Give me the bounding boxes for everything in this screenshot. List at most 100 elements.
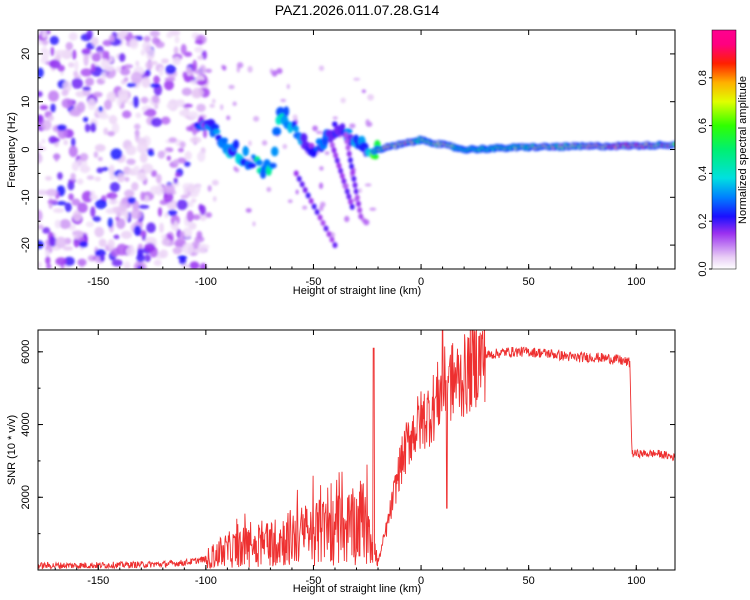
spectrogram-x-tick-label: -100 bbox=[195, 276, 217, 288]
spectrogram-noise-speck bbox=[38, 189, 48, 196]
spectrogram-noise-speck bbox=[79, 165, 91, 174]
spectrogram-ridge-blob bbox=[343, 132, 349, 139]
spectrogram-y-ticks: -20 -10 0 10 20 bbox=[20, 29, 675, 270]
spectrogram-noise-speck bbox=[92, 216, 102, 222]
spectrogram-noise-speck bbox=[118, 53, 126, 62]
spectrogram-noise-speck bbox=[109, 181, 121, 193]
spectrogram-noise-speck bbox=[176, 199, 188, 211]
spectrogram-noise-speck bbox=[97, 156, 103, 162]
spectrogram-ridge-blob bbox=[345, 144, 351, 151]
spectrogram-noise-speck bbox=[318, 65, 325, 72]
spectrogram-noise-speck bbox=[46, 263, 52, 269]
spectrogram-noise-speck bbox=[140, 49, 146, 56]
spectrogram-ridge-blob bbox=[293, 170, 299, 177]
spectrogram-noise-speck bbox=[111, 259, 123, 267]
spectrogram-noise-speck bbox=[171, 181, 180, 188]
spectrogram-ridge-blob bbox=[358, 213, 364, 220]
spectrogram-noise-speck bbox=[143, 35, 151, 43]
spectrogram-x-tick-label: 50 bbox=[523, 276, 535, 288]
spectrogram-noise-speck bbox=[85, 77, 95, 87]
spectrogram-noise-speck bbox=[68, 193, 74, 201]
spectrogram-noise-speck bbox=[158, 66, 164, 77]
spectrogram-noise-speck bbox=[155, 41, 165, 49]
spectrogram-noise-speck bbox=[87, 98, 96, 111]
spectrogram-noise-speck bbox=[92, 91, 103, 98]
spectrogram-heatmap bbox=[38, 30, 675, 269]
spectrogram-noise-speck bbox=[191, 198, 197, 203]
spectrogram-ridge-blob bbox=[344, 138, 350, 145]
spectrogram-x-tick-label: 0 bbox=[418, 276, 424, 288]
spectrogram-noise-speck bbox=[161, 58, 169, 64]
spectrogram-ridge-blob bbox=[283, 106, 290, 117]
spectrogram-noise-speck bbox=[205, 68, 212, 74]
spectrogram-ridge-blob bbox=[323, 225, 329, 232]
spectrogram-noise-speck bbox=[180, 194, 189, 199]
spectrogram-noise-speck bbox=[179, 231, 185, 239]
spectrogram-noise-speck bbox=[233, 166, 237, 171]
spectrogram-noise-speck bbox=[51, 137, 60, 143]
spectrogram-noise-speck bbox=[146, 222, 156, 234]
spectrogram-noise-speck bbox=[353, 77, 361, 81]
spectrogram-noise-speck bbox=[125, 246, 136, 257]
spectrogram-noise-speck bbox=[68, 32, 78, 41]
spectrogram-noise-speck bbox=[47, 199, 58, 204]
spectrogram-ridge-blob bbox=[331, 147, 337, 154]
spectrogram-noise-speck bbox=[147, 151, 155, 157]
spectrogram-noise-speck bbox=[79, 153, 89, 162]
spectrogram-noise-speck bbox=[86, 175, 95, 180]
snr-panel: -150 -100 -50 0 50 100 2000 4000 6000 Height of… bbox=[6, 329, 676, 595]
spectrogram-noise-speck bbox=[45, 249, 50, 257]
spectrogram-noise-speck bbox=[81, 190, 94, 203]
spectrogram-noise-speck bbox=[38, 153, 43, 164]
spectrogram-x-tick-label: -150 bbox=[87, 276, 109, 288]
spectrogram-noise-speck bbox=[287, 199, 293, 204]
colorbar-label: Normalized spectral amplitude bbox=[737, 76, 749, 224]
spectrogram-noise-speck bbox=[364, 183, 372, 187]
spectrogram-noise-speck bbox=[41, 119, 52, 131]
spectrogram-ridge-blob bbox=[326, 231, 332, 238]
spectrogram-noise-speck bbox=[135, 35, 144, 41]
spectrogram-noise-speck bbox=[319, 166, 324, 171]
spectrogram-ridge-blob bbox=[350, 169, 356, 176]
spectrogram-noise-speck bbox=[155, 173, 162, 184]
spectrogram-noise-speck bbox=[163, 79, 175, 91]
spectrogram-noise-speck bbox=[143, 254, 151, 262]
spectrogram-noise-speck bbox=[108, 34, 115, 43]
spectrogram-noise-speck bbox=[173, 220, 178, 231]
spectrogram-noise-speck bbox=[77, 202, 88, 214]
spectrogram-noise-speck bbox=[54, 219, 61, 229]
spectrogram-noise-speck bbox=[349, 123, 356, 129]
spectrogram-noise-speck bbox=[199, 64, 207, 75]
spectrogram-noise-speck bbox=[116, 218, 126, 229]
spectrogram-noise-speck bbox=[86, 30, 93, 40]
spectrogram-noise-speck bbox=[64, 202, 72, 212]
spectrogram-noise-speck bbox=[103, 127, 109, 135]
spectrogram-noise-speck bbox=[138, 204, 150, 209]
spectrogram-noise-speck bbox=[99, 254, 105, 262]
spectrogram-noise-speck bbox=[115, 216, 120, 221]
spectrogram-noise-speck bbox=[107, 217, 113, 228]
spectrogram-noise-speck bbox=[109, 175, 117, 181]
spectrogram-noise-speck bbox=[151, 94, 160, 104]
colorbar-tick-label: 0.8 bbox=[697, 70, 709, 85]
spectrogram-noise-speck bbox=[182, 242, 194, 255]
spectrogram-noise-speck bbox=[363, 219, 370, 226]
spectrogram-noise-speck bbox=[245, 208, 252, 213]
spectrogram-noise-speck bbox=[149, 83, 160, 88]
spectrogram-ridge-blob bbox=[343, 183, 349, 190]
spectrogram-noise-speck bbox=[108, 114, 118, 125]
spectrogram-noise-speck bbox=[316, 130, 323, 134]
spectrogram-noise-speck bbox=[68, 62, 75, 68]
spectrogram-noise-speck bbox=[166, 155, 171, 161]
spectrogram-noise-speck bbox=[179, 109, 190, 117]
spectrogram-noise-speck bbox=[340, 97, 346, 104]
spectrogram-noise-speck bbox=[101, 166, 109, 172]
spectrogram-noise-speck bbox=[140, 191, 146, 201]
spectrogram-noise-speck bbox=[106, 91, 117, 103]
spectrogram-ridge-blob bbox=[305, 192, 311, 199]
colorbar-tick-label: 0.0 bbox=[697, 261, 709, 276]
spectrogram-noise-speck bbox=[48, 236, 57, 247]
spectrogram-noise-speck bbox=[188, 222, 197, 230]
spectrogram-noise-speck bbox=[205, 212, 212, 218]
spectrogram-noise-speck bbox=[196, 103, 206, 112]
